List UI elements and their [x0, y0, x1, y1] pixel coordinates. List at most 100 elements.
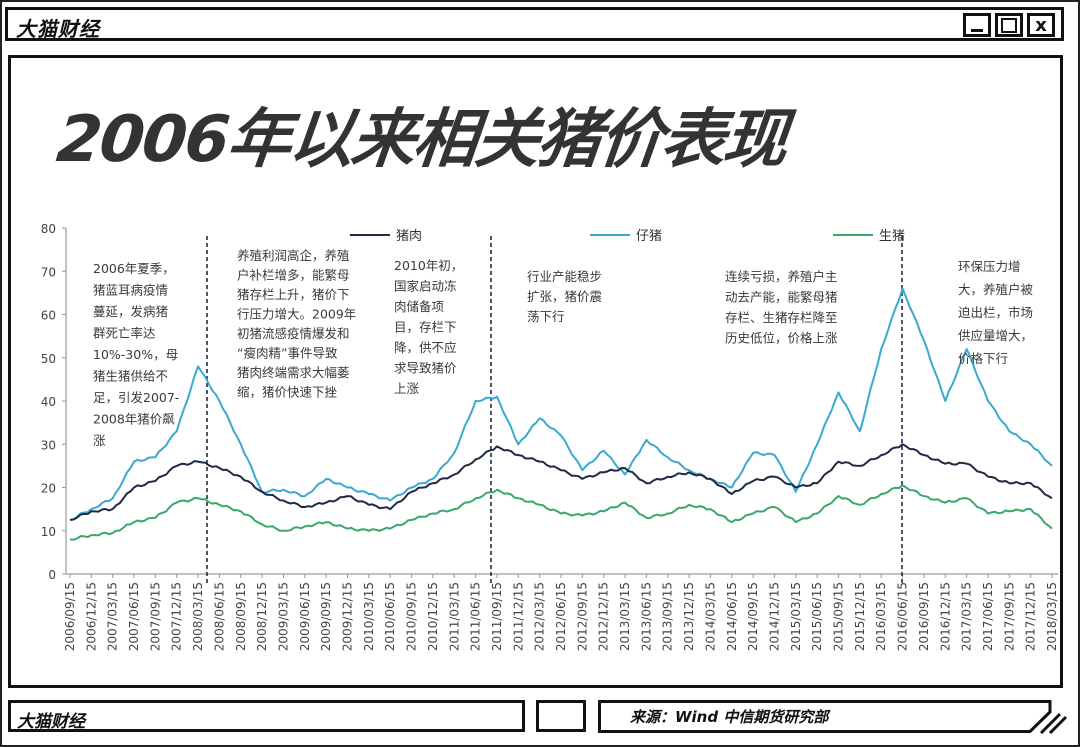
series-line-1 [69, 287, 1053, 521]
footer-brand-box: 大猫财经 [8, 700, 525, 732]
x-tick-label: 2016/09/15 [917, 582, 931, 651]
close-button[interactable]: x [1027, 13, 1055, 37]
annotation-a5: 存栏、生猪存栏降至 [725, 310, 838, 325]
x-tick-label: 2017/12/15 [1024, 582, 1038, 651]
minimize-button[interactable] [963, 13, 991, 37]
x-tick-label: 2017/03/15 [960, 582, 974, 651]
x-tick-label: 2015/09/15 [832, 582, 846, 651]
close-icon: x [1035, 14, 1047, 36]
x-tick-label: 2009/09/15 [319, 582, 333, 651]
x-tick-label: 2014/09/15 [746, 582, 760, 651]
x-tick-label: 2012/06/15 [554, 582, 568, 651]
x-tick-label: 2010/09/15 [405, 582, 419, 651]
annotation-a3: 2010年初， [394, 258, 463, 273]
x-tick-label: 2008/09/15 [234, 582, 248, 651]
maximize-button[interactable] [995, 13, 1023, 37]
legend-label: 生猪 [879, 229, 905, 244]
annotation-a2: 行压力增大。2009年 [237, 307, 356, 322]
x-tick-label: 2014/03/15 [703, 582, 717, 651]
x-tick-label: 2010/06/15 [383, 582, 397, 651]
x-tick-label: 2007/12/15 [170, 582, 184, 651]
x-tick-label: 2006/09/15 [63, 582, 77, 651]
annotation-a2: “瘦肉精”事件导致 [237, 346, 338, 361]
x-tick-label: 2009/06/15 [298, 582, 312, 651]
annotation-a1: 群死亡率达 [93, 326, 156, 341]
annotation-a6: 迫出栏，市场 [958, 305, 1033, 320]
annotation-a2: 缩，猪价快速下挫 [237, 385, 338, 400]
x-tick-label: 2009/12/15 [341, 582, 355, 651]
x-tick-label: 2008/06/15 [212, 582, 226, 651]
x-tick-label: 2009/03/15 [276, 582, 290, 651]
x-tick-label: 2015/03/15 [789, 582, 803, 651]
x-tick-label: 2006/12/15 [84, 582, 98, 651]
annotation-a1: 蔓延，发病猪 [93, 304, 168, 319]
x-tick-label: 2013/03/15 [618, 582, 632, 651]
x-tick-label: 2014/12/15 [767, 582, 781, 651]
annotation-a1: 涨 [93, 433, 106, 448]
x-tick-label: 2011/03/15 [447, 582, 461, 651]
series-line-2 [69, 484, 1053, 541]
annotation-a1: 2008年猪价飙 [93, 412, 175, 427]
x-tick-label: 2010/03/15 [362, 582, 376, 651]
x-tick-label: 2007/09/15 [148, 582, 162, 651]
y-tick-label: 80 [41, 222, 56, 236]
x-tick-label: 2013/09/15 [661, 582, 675, 651]
annotation-a1: 2006年夏季， [93, 261, 175, 276]
annotation-a1: 猪蓝耳病疫情 [93, 283, 168, 298]
annotation-a6: 环保压力增 [958, 259, 1021, 274]
x-tick-label: 2016/03/15 [874, 582, 888, 651]
x-tick-label: 2013/06/15 [639, 582, 653, 651]
annotation-a5: 动去产能，能繁母猪 [725, 290, 838, 305]
annotation-a2: 猪存栏上升，猪价下 [237, 287, 350, 302]
annotation-a3: 肉储备项 [394, 299, 444, 314]
y-tick-label: 70 [41, 265, 56, 279]
y-tick-label: 30 [41, 438, 56, 452]
x-tick-label: 2015/06/15 [810, 582, 824, 651]
x-tick-label: 2012/09/15 [575, 582, 589, 651]
annotation-a1: 足，引发2007- [93, 390, 179, 405]
annotation-a3: 目，存栏下 [394, 320, 457, 335]
y-tick-label: 50 [41, 352, 56, 366]
series-line-0 [69, 443, 1053, 521]
x-tick-label: 2015/12/15 [853, 582, 867, 651]
y-tick-label: 20 [41, 482, 56, 496]
brand-label: 大猫财经 [16, 17, 100, 41]
annotation-a6: 供应量增大， [958, 328, 1033, 343]
x-tick-label: 2007/06/15 [127, 582, 141, 651]
y-tick-label: 0 [48, 568, 56, 582]
x-tick-label: 2017/06/15 [981, 582, 995, 651]
corner-stripe-icon [1039, 712, 1062, 734]
x-tick-label: 2014/06/15 [725, 582, 739, 651]
footer-brand: 大猫财经 [17, 712, 85, 732]
source-label: 来源：Wind 中信期货研究部 [630, 708, 829, 726]
footer-source-box: 来源：Wind 中信期货研究部 [598, 700, 1068, 734]
annotation-a2: 户补栏增多，能繁母 [237, 268, 350, 283]
annotation-a6: 价格下行 [958, 351, 1008, 366]
annotation-a5: 连续亏损，养殖户主 [725, 269, 838, 284]
annotation-a4: 行业产能稳步 [527, 269, 602, 284]
x-tick-label: 2013/12/15 [682, 582, 696, 651]
minimize-icon [971, 28, 983, 32]
x-tick-label: 2012/12/15 [597, 582, 611, 651]
y-tick-label: 10 [41, 525, 56, 539]
annotation-a4: 荡下行 [527, 309, 565, 324]
footer-source-frame [598, 700, 1068, 734]
x-tick-label: 2016/06/15 [896, 582, 910, 651]
annotation-a3: 上涨 [394, 381, 420, 396]
x-tick-label: 2008/12/15 [255, 582, 269, 651]
maximize-icon [1001, 17, 1017, 33]
annotation-a3: 国家启动冻 [394, 279, 457, 294]
annotation-a2: 初猪流感疫情爆发和 [237, 326, 350, 341]
x-tick-label: 2007/03/15 [106, 582, 120, 651]
annotation-a2: 猪肉终端需求大幅萎 [237, 365, 350, 380]
title-bar: 大猫财经 x [5, 7, 1064, 41]
x-tick-label: 2008/03/15 [191, 582, 205, 651]
legend-label: 仔猪 [636, 229, 662, 244]
annotation-a2: 养殖利润高企，养殖 [237, 248, 350, 263]
annotation-a3: 降，供不应 [394, 340, 457, 355]
x-tick-label: 2017/09/15 [1002, 582, 1016, 651]
annotation-a1: 10%-30%，母 [93, 347, 178, 362]
x-tick-label: 2011/12/15 [511, 582, 525, 651]
x-tick-label: 2012/03/15 [533, 582, 547, 651]
